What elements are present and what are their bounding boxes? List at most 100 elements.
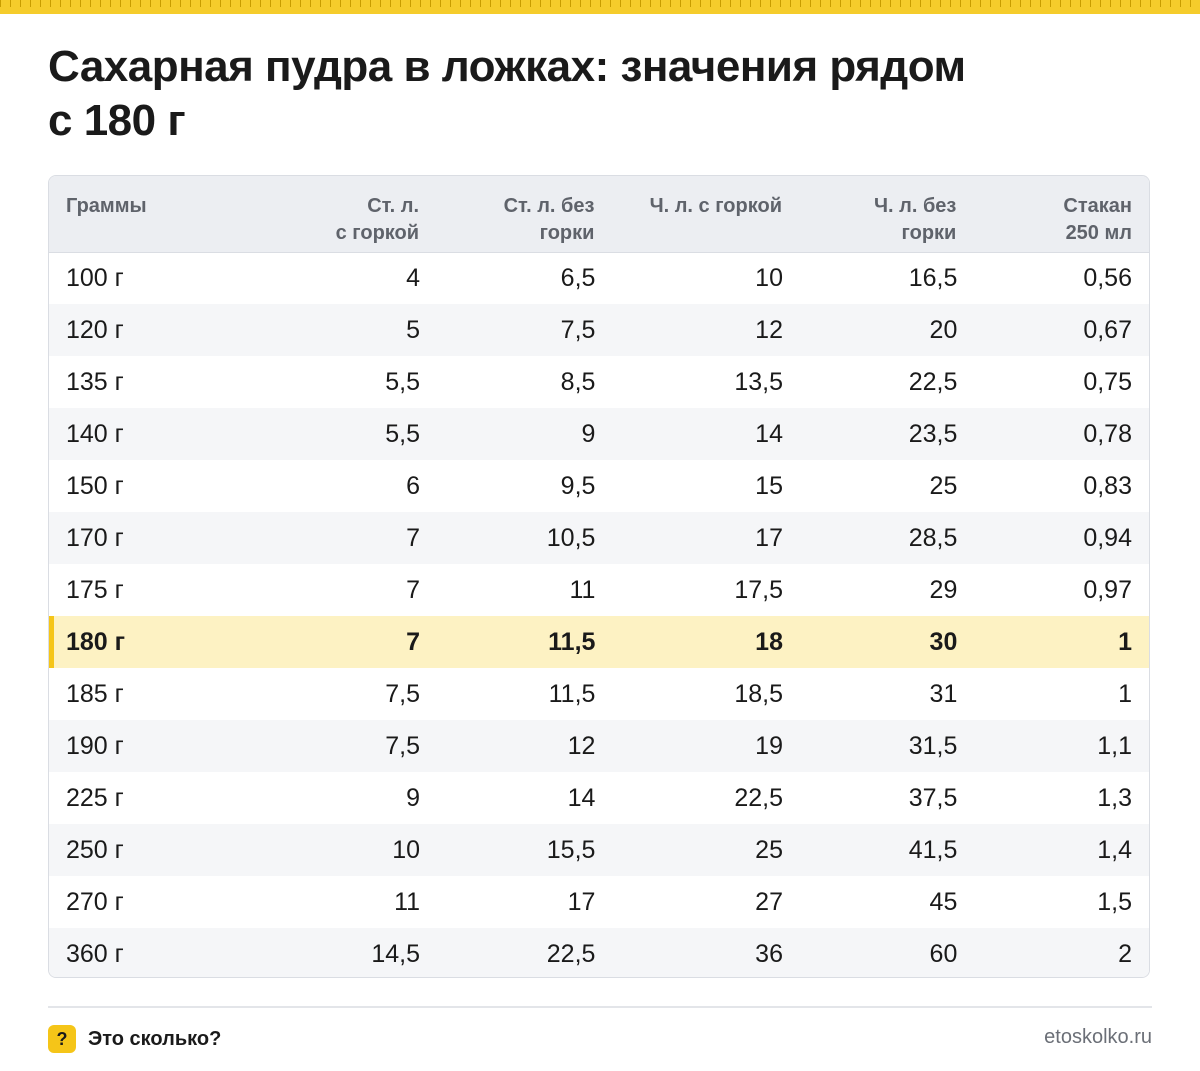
value-cell: 60: [929, 939, 958, 968]
value-cell: 7: [406, 523, 421, 552]
value-cell: 18,5: [734, 679, 783, 708]
value-cell: 12: [567, 731, 596, 760]
value-cell: 1,5: [1097, 887, 1132, 916]
value-cell: 11,5: [548, 627, 596, 656]
value-cell: 1: [1118, 627, 1132, 656]
value-cell: 0,94: [1083, 523, 1132, 552]
value-cell: 23,5: [908, 419, 958, 448]
value-cell: 17: [567, 887, 596, 916]
value-cell: 14: [755, 419, 783, 448]
value-cell: 11: [569, 575, 596, 604]
column-header-line: Граммы: [66, 195, 147, 217]
column-header-line: Ст. л.: [367, 195, 420, 217]
value-cell: 5,5: [385, 419, 421, 448]
column-header-2: Ст. л. без горки: [420, 176, 596, 253]
value-cell: 22,5: [546, 939, 596, 968]
page-title: Сахарная пудра в ложках: значения рядом …: [48, 40, 1048, 148]
table-row: 140 г 5,5 9 14 23,5 0,78: [49, 408, 1149, 460]
table-row: 170 г 7 10,5 17 28,5 0,94: [49, 512, 1149, 564]
grams-cell: 150 г: [66, 471, 124, 500]
value-cell: 7,5: [385, 679, 421, 708]
column-header-line: Ст. л. без: [503, 195, 595, 217]
value-cell: 11: [394, 887, 421, 916]
question-mark-icon: ?: [48, 1025, 76, 1053]
value-cell: 37,5: [908, 783, 958, 812]
grams-cell: 175 г: [66, 575, 124, 604]
grams-cell: 135 г: [66, 367, 124, 396]
value-cell: 6,5: [560, 263, 596, 292]
table-row: 120 г 5 7,5 12 20 0,67: [49, 304, 1149, 356]
value-cell: 15,5: [546, 835, 596, 864]
value-cell: 18: [755, 627, 783, 656]
grams-cell: 190 г: [66, 731, 124, 760]
brand: ? Это сколько?: [48, 1024, 221, 1054]
value-cell: 19: [755, 731, 783, 760]
grams-cell: 140 г: [66, 419, 124, 448]
table-row: 360 г 14,5 22,5 36 60 2: [49, 928, 1149, 977]
value-cell: 27: [755, 887, 783, 916]
value-cell: 1,1: [1097, 731, 1132, 760]
column-header-line: с горкой: [335, 222, 420, 244]
value-cell: 20: [929, 315, 958, 344]
site-url[interactable]: etoskolko.ru: [1044, 1026, 1152, 1048]
value-cell: 22,5: [908, 367, 958, 396]
value-cell: 10: [755, 263, 783, 292]
value-cell: 5,5: [385, 367, 421, 396]
table-row: 175 г 7 11 17,5 29 0,97: [49, 564, 1149, 616]
column-header-1: Ст. л. с горкой: [241, 176, 421, 253]
title-line-2: с 180 г: [48, 96, 186, 145]
value-cell: 11,5: [548, 679, 596, 708]
column-header-line: Стакан: [1063, 195, 1132, 217]
value-cell: 17: [755, 523, 783, 552]
ruler-strip: [0, 0, 1200, 14]
value-cell: 10: [392, 835, 421, 864]
value-cell: 10,5: [546, 523, 596, 552]
grams-cell: 185 г: [66, 679, 124, 708]
table-row: 250 г 10 15,5 25 41,5 1,4: [49, 824, 1149, 876]
value-cell: 28,5: [908, 523, 958, 552]
value-cell: 22,5: [734, 783, 783, 812]
value-cell: 0,97: [1083, 575, 1132, 604]
value-cell: 7: [406, 627, 421, 656]
value-cell: 9: [581, 419, 596, 448]
grams-cell: 100 г: [66, 263, 124, 292]
value-cell: 30: [929, 627, 958, 656]
value-cell: 1: [1118, 679, 1132, 708]
grams-cell: 360 г: [66, 939, 124, 968]
grams-cell: 250 г: [66, 835, 124, 864]
table-header-row: Граммы Ст. л. с горкой Ст. л. без горки Ч. л.…: [49, 176, 1149, 253]
value-cell: 25: [755, 835, 783, 864]
value-cell: 7: [406, 575, 421, 604]
value-cell: 13,5: [734, 367, 783, 396]
value-cell: 1,4: [1097, 835, 1132, 864]
value-cell: 9,5: [560, 471, 596, 500]
value-cell: 12: [755, 315, 783, 344]
value-cell: 0,67: [1083, 315, 1132, 344]
table-row: 150 г 6 9,5 15 25 0,83: [49, 460, 1149, 512]
value-cell: 5: [406, 315, 421, 344]
column-header-3: Ч. л. с горкой: [595, 176, 783, 253]
value-cell: 7,5: [385, 731, 421, 760]
value-cell: 14: [567, 783, 596, 812]
column-header-5: Стакан 250 мл: [957, 176, 1149, 253]
value-cell: 4: [406, 263, 421, 292]
table-body: 100 г 4 6,5 10 16,5 0,56 120 г 5 7,5 12 20 0,67 135 …: [49, 252, 1149, 977]
value-cell: 0,83: [1083, 471, 1132, 500]
column-header-line: горки: [901, 222, 957, 244]
column-header-line: 250 мл: [1065, 222, 1132, 244]
value-cell: 1,3: [1097, 783, 1132, 812]
value-cell: 0,75: [1083, 367, 1132, 396]
column-header-line: горки: [539, 222, 595, 244]
value-cell: 31: [929, 679, 958, 708]
value-cell: 29: [929, 575, 958, 604]
table-row: 270 г 11 17 27 45 1,5: [49, 876, 1149, 928]
value-cell: 8,5: [560, 367, 596, 396]
value-cell: 15: [755, 471, 783, 500]
brand-name: Это сколько?: [88, 1027, 222, 1050]
value-cell: 16,5: [908, 263, 958, 292]
column-header-0: Граммы: [49, 176, 242, 253]
value-cell: 41,5: [908, 835, 958, 864]
table-row: 100 г 4 6,5 10 16,5 0,56: [49, 252, 1149, 304]
table-row: 185 г 7,5 11,5 18,5 31 1: [49, 668, 1149, 720]
grams-cell: 120 г: [66, 315, 124, 344]
